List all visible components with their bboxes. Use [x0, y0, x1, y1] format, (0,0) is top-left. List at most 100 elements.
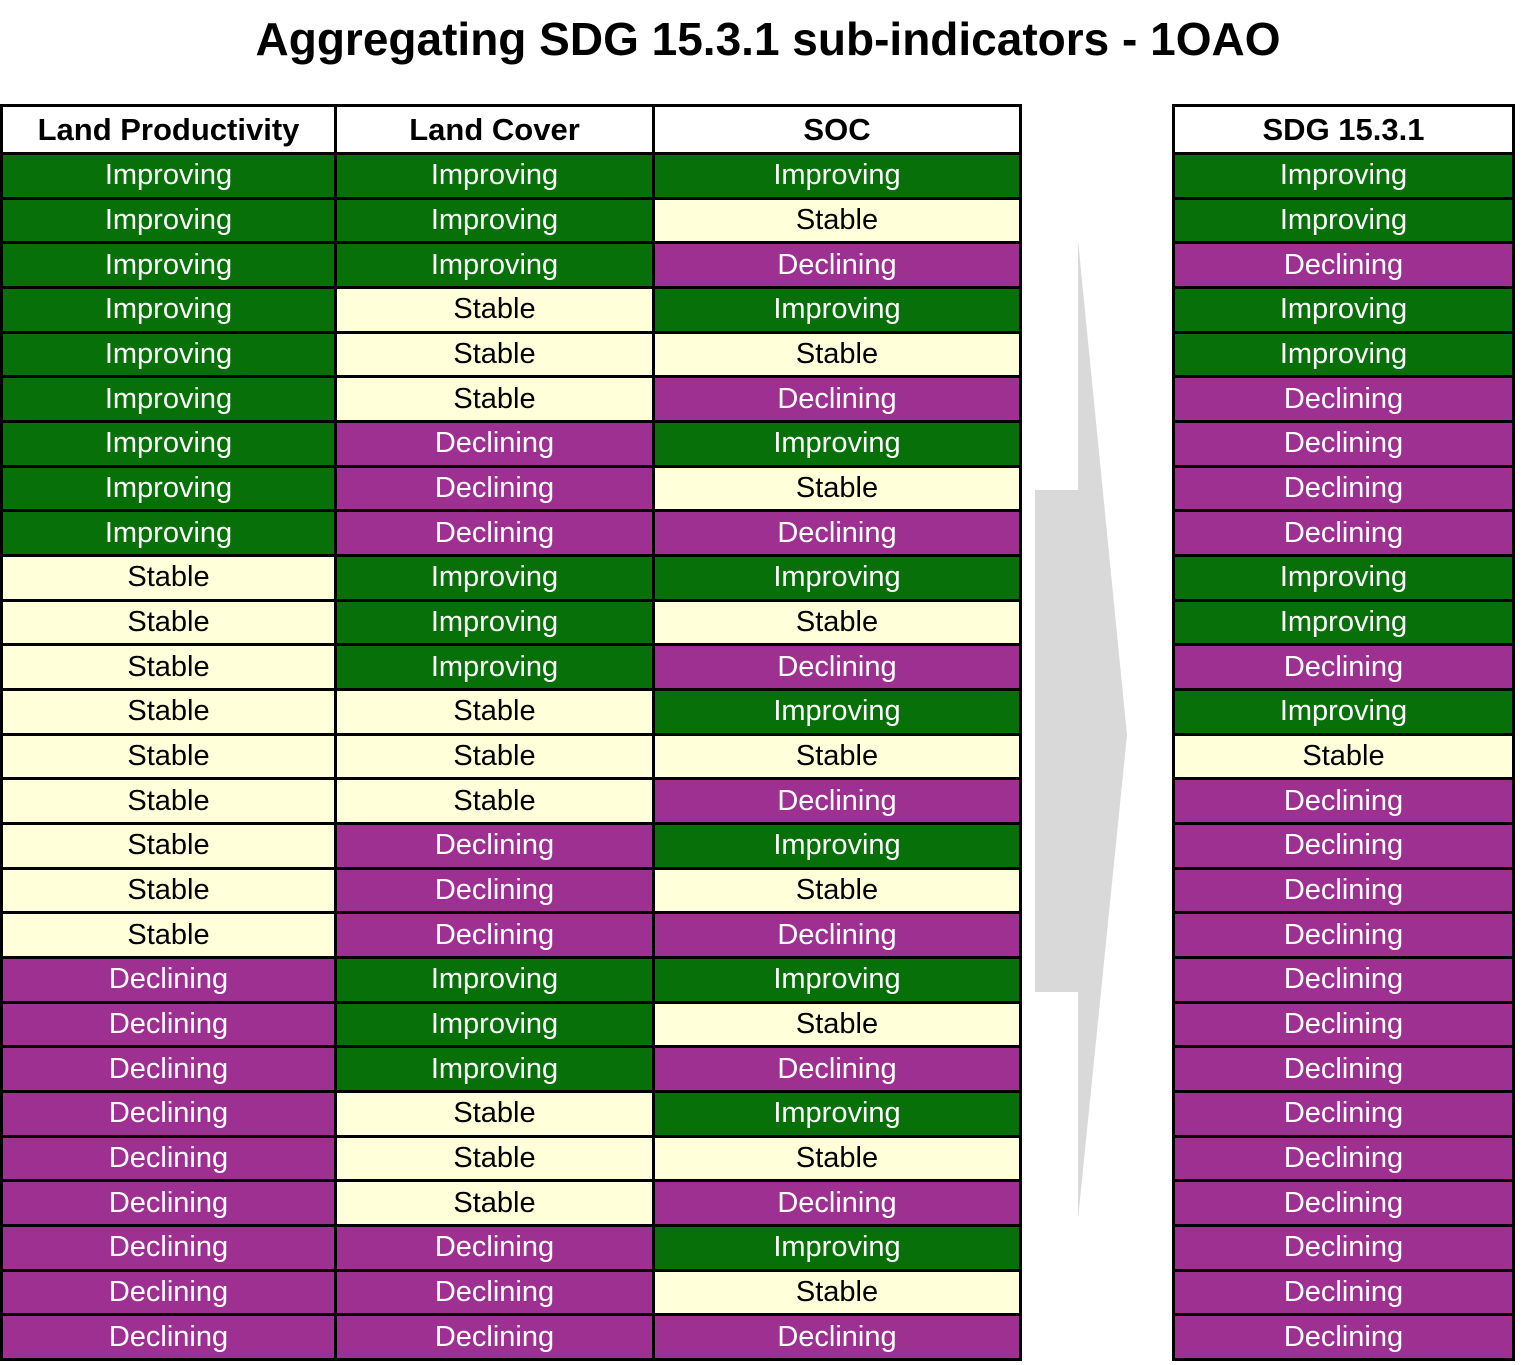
cell-land-productivity: Declining [3, 1182, 334, 1224]
cell-soc: Stable [655, 869, 1019, 912]
sub-indicators-table: Land Productivity Land Cover SOC Improvi… [0, 104, 1022, 1361]
cell-sdg-15-3-1: Declining [1175, 646, 1512, 688]
cell-land-cover: Improving [337, 646, 652, 688]
cell-sdg-15-3-1: Improving [1175, 289, 1512, 331]
cell-sdg-15-3-1: Declining [1175, 1093, 1512, 1135]
cell-land-productivity: Stable [3, 646, 334, 688]
cell-land-cover: Improving [337, 244, 652, 286]
cell-soc: Declining [655, 378, 1019, 420]
cell-land-cover: Declining [337, 512, 652, 554]
cell-land-cover: Declining [337, 825, 652, 867]
cell-sdg-15-3-1: Declining [1175, 1048, 1512, 1090]
cell-sdg-15-3-1: Declining [1175, 467, 1512, 510]
cell-land-productivity: Declining [3, 959, 334, 1001]
cell-soc: Declining [655, 646, 1019, 688]
cell-soc: Declining [655, 780, 1019, 822]
cell-land-cover: Declining [337, 1227, 652, 1269]
cell-land-cover: Stable [337, 735, 652, 778]
cell-sdg-15-3-1: Declining [1175, 1003, 1512, 1046]
cell-land-productivity: Stable [3, 869, 334, 912]
cell-land-productivity: Declining [3, 1093, 334, 1135]
cell-sdg-15-3-1: Declining [1175, 423, 1512, 465]
cell-land-cover: Stable [337, 289, 652, 331]
cell-land-cover: Declining [337, 1316, 652, 1358]
cell-land-cover: Improving [337, 557, 652, 599]
cell-sdg-15-3-1: Declining [1175, 914, 1512, 956]
cell-sdg-15-3-1: Declining [1175, 378, 1512, 420]
cell-land-productivity: Declining [3, 1137, 334, 1180]
cell-land-productivity: Stable [3, 735, 334, 778]
cell-land-cover: Improving [337, 199, 652, 242]
cell-soc: Improving [655, 825, 1019, 867]
cell-sdg-15-3-1: Improving [1175, 691, 1512, 733]
cell-soc: Declining [655, 1316, 1019, 1358]
cell-sdg-15-3-1: Improving [1175, 601, 1512, 644]
cell-soc: Stable [655, 1003, 1019, 1046]
cell-soc: Stable [655, 601, 1019, 644]
cell-sdg-15-3-1: Improving [1175, 333, 1512, 376]
cell-land-cover: Stable [337, 691, 652, 733]
cell-soc: Declining [655, 244, 1019, 286]
cell-land-productivity: Improving [3, 199, 334, 242]
cell-land-productivity: Improving [3, 423, 334, 465]
column-header-land-cover: Land Cover [337, 107, 652, 152]
cell-land-productivity: Declining [3, 1003, 334, 1046]
cell-sdg-15-3-1: Declining [1175, 1182, 1512, 1224]
cell-soc: Improving [655, 959, 1019, 1001]
cell-soc: Stable [655, 333, 1019, 376]
cell-land-cover: Improving [337, 1048, 652, 1090]
cell-soc: Stable [655, 467, 1019, 510]
cell-sdg-15-3-1: Declining [1175, 1271, 1512, 1314]
cell-land-productivity: Stable [3, 914, 334, 956]
cell-sdg-15-3-1: Improving [1175, 199, 1512, 242]
cell-soc: Improving [655, 155, 1019, 197]
cell-land-cover: Improving [337, 155, 652, 197]
cell-land-cover: Declining [337, 914, 652, 956]
column-header-sdg-15-3-1: SDG 15.3.1 [1175, 107, 1512, 152]
cell-land-productivity: Stable [3, 691, 334, 733]
cell-sdg-15-3-1: Declining [1175, 1137, 1512, 1180]
cell-sdg-15-3-1: Declining [1175, 959, 1512, 1001]
cell-land-productivity: Improving [3, 289, 334, 331]
cell-land-productivity: Improving [3, 244, 334, 286]
column-header-soc: SOC [655, 107, 1019, 152]
cell-soc: Stable [655, 1271, 1019, 1314]
cell-soc: Declining [655, 1182, 1019, 1224]
cell-land-cover: Declining [337, 869, 652, 912]
cell-land-productivity: Stable [3, 780, 334, 822]
cell-soc: Improving [655, 691, 1019, 733]
cell-sdg-15-3-1: Improving [1175, 155, 1512, 197]
cell-soc: Improving [655, 423, 1019, 465]
cell-land-cover: Stable [337, 1182, 652, 1224]
cell-land-productivity: Improving [3, 467, 334, 510]
cell-land-productivity: Stable [3, 825, 334, 867]
cell-land-productivity: Stable [3, 601, 334, 644]
cell-soc: Improving [655, 289, 1019, 331]
cell-sdg-15-3-1: Declining [1175, 512, 1512, 554]
cell-land-cover: Improving [337, 1003, 652, 1046]
cell-land-cover: Stable [337, 1137, 652, 1180]
cell-land-productivity: Improving [3, 155, 334, 197]
cell-soc: Stable [655, 199, 1019, 242]
cell-land-cover: Declining [337, 1271, 652, 1314]
cell-soc: Stable [655, 1137, 1019, 1180]
cell-land-cover: Stable [337, 378, 652, 420]
cell-sdg-15-3-1: Declining [1175, 869, 1512, 912]
cell-land-productivity: Improving [3, 333, 334, 376]
cell-sdg-15-3-1: Improving [1175, 557, 1512, 599]
cell-land-productivity: Declining [3, 1227, 334, 1269]
cell-land-productivity: Improving [3, 512, 334, 554]
cell-land-cover: Stable [337, 1093, 652, 1135]
cell-land-cover: Declining [337, 467, 652, 510]
cell-land-cover: Stable [337, 780, 652, 822]
cell-soc: Declining [655, 914, 1019, 956]
cell-sdg-15-3-1: Stable [1175, 735, 1512, 778]
cell-land-productivity: Improving [3, 378, 334, 420]
cell-land-cover: Improving [337, 959, 652, 1001]
cell-soc: Improving [655, 1093, 1019, 1135]
cell-soc: Improving [655, 557, 1019, 599]
cell-sdg-15-3-1: Declining [1175, 244, 1512, 286]
cell-land-productivity: Declining [3, 1316, 334, 1358]
cell-land-cover: Stable [337, 333, 652, 376]
cell-land-productivity: Stable [3, 557, 334, 599]
